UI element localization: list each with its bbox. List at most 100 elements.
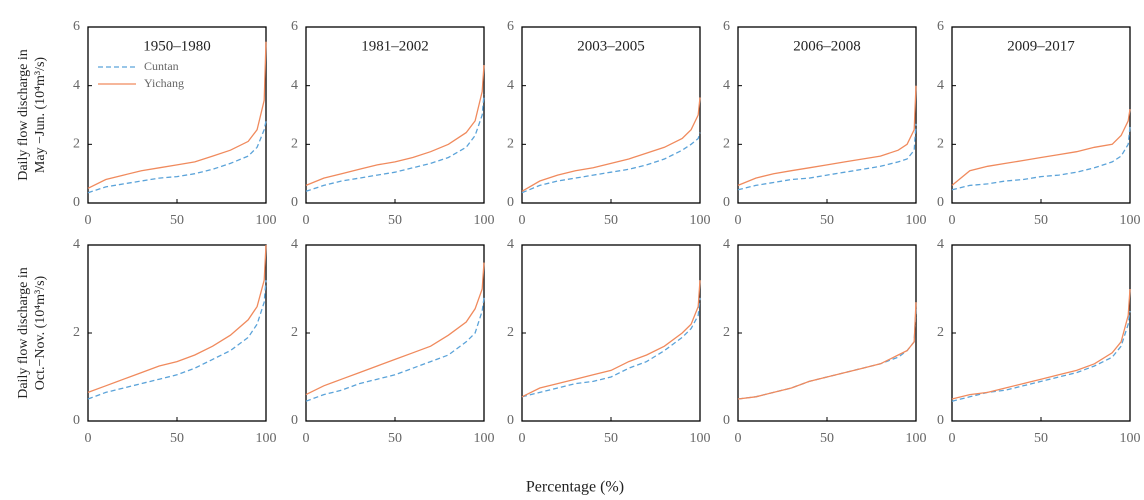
y-tick-label: 0 <box>291 195 298 210</box>
y-tick-label: 2 <box>291 325 298 340</box>
series-line <box>951 288 1131 400</box>
y-axis-label: May −Jun. (10⁴m³/s) <box>33 57 48 173</box>
panel-title: 2003–2005 <box>577 38 645 54</box>
y-tick-label: 0 <box>507 195 514 210</box>
y-tick-label: 4 <box>723 78 730 93</box>
y-tick-label: 0 <box>507 413 514 428</box>
y-tick-label: 2 <box>723 137 730 152</box>
x-tick-label: 0 <box>303 213 310 228</box>
series-line <box>305 262 485 396</box>
series-line <box>87 280 267 400</box>
y-tick-label: 4 <box>291 237 298 252</box>
y-tick-label: 2 <box>723 325 730 340</box>
y-tick-label: 0 <box>723 413 730 428</box>
y-tick-label: 6 <box>291 19 298 34</box>
y-tick-label: 0 <box>937 195 944 210</box>
legend-label: Cuntan <box>144 59 179 73</box>
x-tick-label: 0 <box>519 213 526 228</box>
y-axis-label: Daily flow discharge in <box>16 267 31 399</box>
y-tick-label: 2 <box>507 325 514 340</box>
panel-title: 1981–2002 <box>361 38 429 54</box>
y-tick-label: 4 <box>73 237 80 252</box>
y-tick-label: 4 <box>507 78 514 93</box>
y-tick-label: 0 <box>73 413 80 428</box>
x-tick-label: 50 <box>170 431 184 446</box>
x-tick-label: 100 <box>1120 431 1141 446</box>
y-tick-label: 6 <box>507 19 514 34</box>
x-tick-label: 0 <box>735 213 742 228</box>
series-line <box>951 126 1131 191</box>
series-line <box>737 85 917 187</box>
y-tick-label: 4 <box>723 237 730 252</box>
x-tick-label: 100 <box>256 431 277 446</box>
y-tick-label: 2 <box>73 325 80 340</box>
y-tick-label: 4 <box>937 237 944 252</box>
y-tick-label: 4 <box>291 78 298 93</box>
x-tick-label: 50 <box>388 431 402 446</box>
panel-title: 1950–1980 <box>143 38 211 54</box>
x-tick-label: 100 <box>690 431 711 446</box>
x-tick-label: 100 <box>474 431 495 446</box>
y-tick-label: 0 <box>723 195 730 210</box>
y-tick-label: 2 <box>937 325 944 340</box>
y-tick-label: 4 <box>507 237 514 252</box>
panel-title: 2006–2008 <box>793 38 861 54</box>
series-line <box>951 310 1131 402</box>
y-tick-label: 0 <box>291 413 298 428</box>
panel-title: 2009–2017 <box>1007 38 1075 54</box>
series-line <box>305 65 485 187</box>
x-tick-label: 50 <box>1034 431 1048 446</box>
x-axis-label: Percentage (%) <box>526 479 624 496</box>
y-tick-label: 2 <box>507 137 514 152</box>
x-tick-label: 100 <box>906 213 927 228</box>
series-line <box>521 280 701 398</box>
y-tick-label: 4 <box>937 78 944 93</box>
x-tick-label: 0 <box>735 431 742 446</box>
x-tick-label: 50 <box>388 213 402 228</box>
y-tick-label: 0 <box>937 413 944 428</box>
legend-label: Yichang <box>144 76 184 90</box>
plot-frame <box>521 244 701 422</box>
y-tick-label: 2 <box>291 137 298 152</box>
x-tick-label: 100 <box>906 431 927 446</box>
y-tick-label: 6 <box>73 19 80 34</box>
x-tick-label: 0 <box>519 431 526 446</box>
x-tick-label: 50 <box>170 213 184 228</box>
x-tick-label: 0 <box>949 431 956 446</box>
series-line <box>521 132 701 194</box>
y-axis-label: Daily flow discharge in <box>16 49 31 181</box>
x-tick-label: 0 <box>303 431 310 446</box>
x-tick-label: 50 <box>820 213 834 228</box>
y-tick-label: 2 <box>937 137 944 152</box>
y-tick-label: 4 <box>73 78 80 93</box>
series-line <box>305 297 485 402</box>
y-tick-label: 6 <box>723 19 730 34</box>
x-tick-label: 100 <box>474 213 495 228</box>
x-tick-label: 50 <box>604 431 618 446</box>
plot-frame <box>87 244 267 422</box>
x-tick-label: 0 <box>85 213 92 228</box>
plot-frame <box>305 244 485 422</box>
y-axis-label: Oct.−Nov. (10⁴m³/s) <box>33 275 48 390</box>
series-line <box>87 244 267 394</box>
y-tick-label: 0 <box>73 195 80 210</box>
series-line <box>521 297 701 398</box>
series-line <box>737 123 917 191</box>
series-line <box>521 97 701 192</box>
x-tick-label: 50 <box>820 431 834 446</box>
x-tick-label: 0 <box>85 431 92 446</box>
y-tick-label: 6 <box>937 19 944 34</box>
x-tick-label: 50 <box>604 213 618 228</box>
series-line <box>87 120 267 194</box>
x-tick-label: 100 <box>1120 213 1141 228</box>
series-line <box>87 41 267 189</box>
x-tick-label: 100 <box>690 213 711 228</box>
series-line <box>737 302 917 400</box>
x-tick-label: 0 <box>949 213 956 228</box>
y-tick-label: 2 <box>73 137 80 152</box>
series-line <box>951 109 1131 186</box>
x-tick-label: 100 <box>256 213 277 228</box>
x-tick-label: 50 <box>1034 213 1048 228</box>
series-line <box>737 306 917 400</box>
